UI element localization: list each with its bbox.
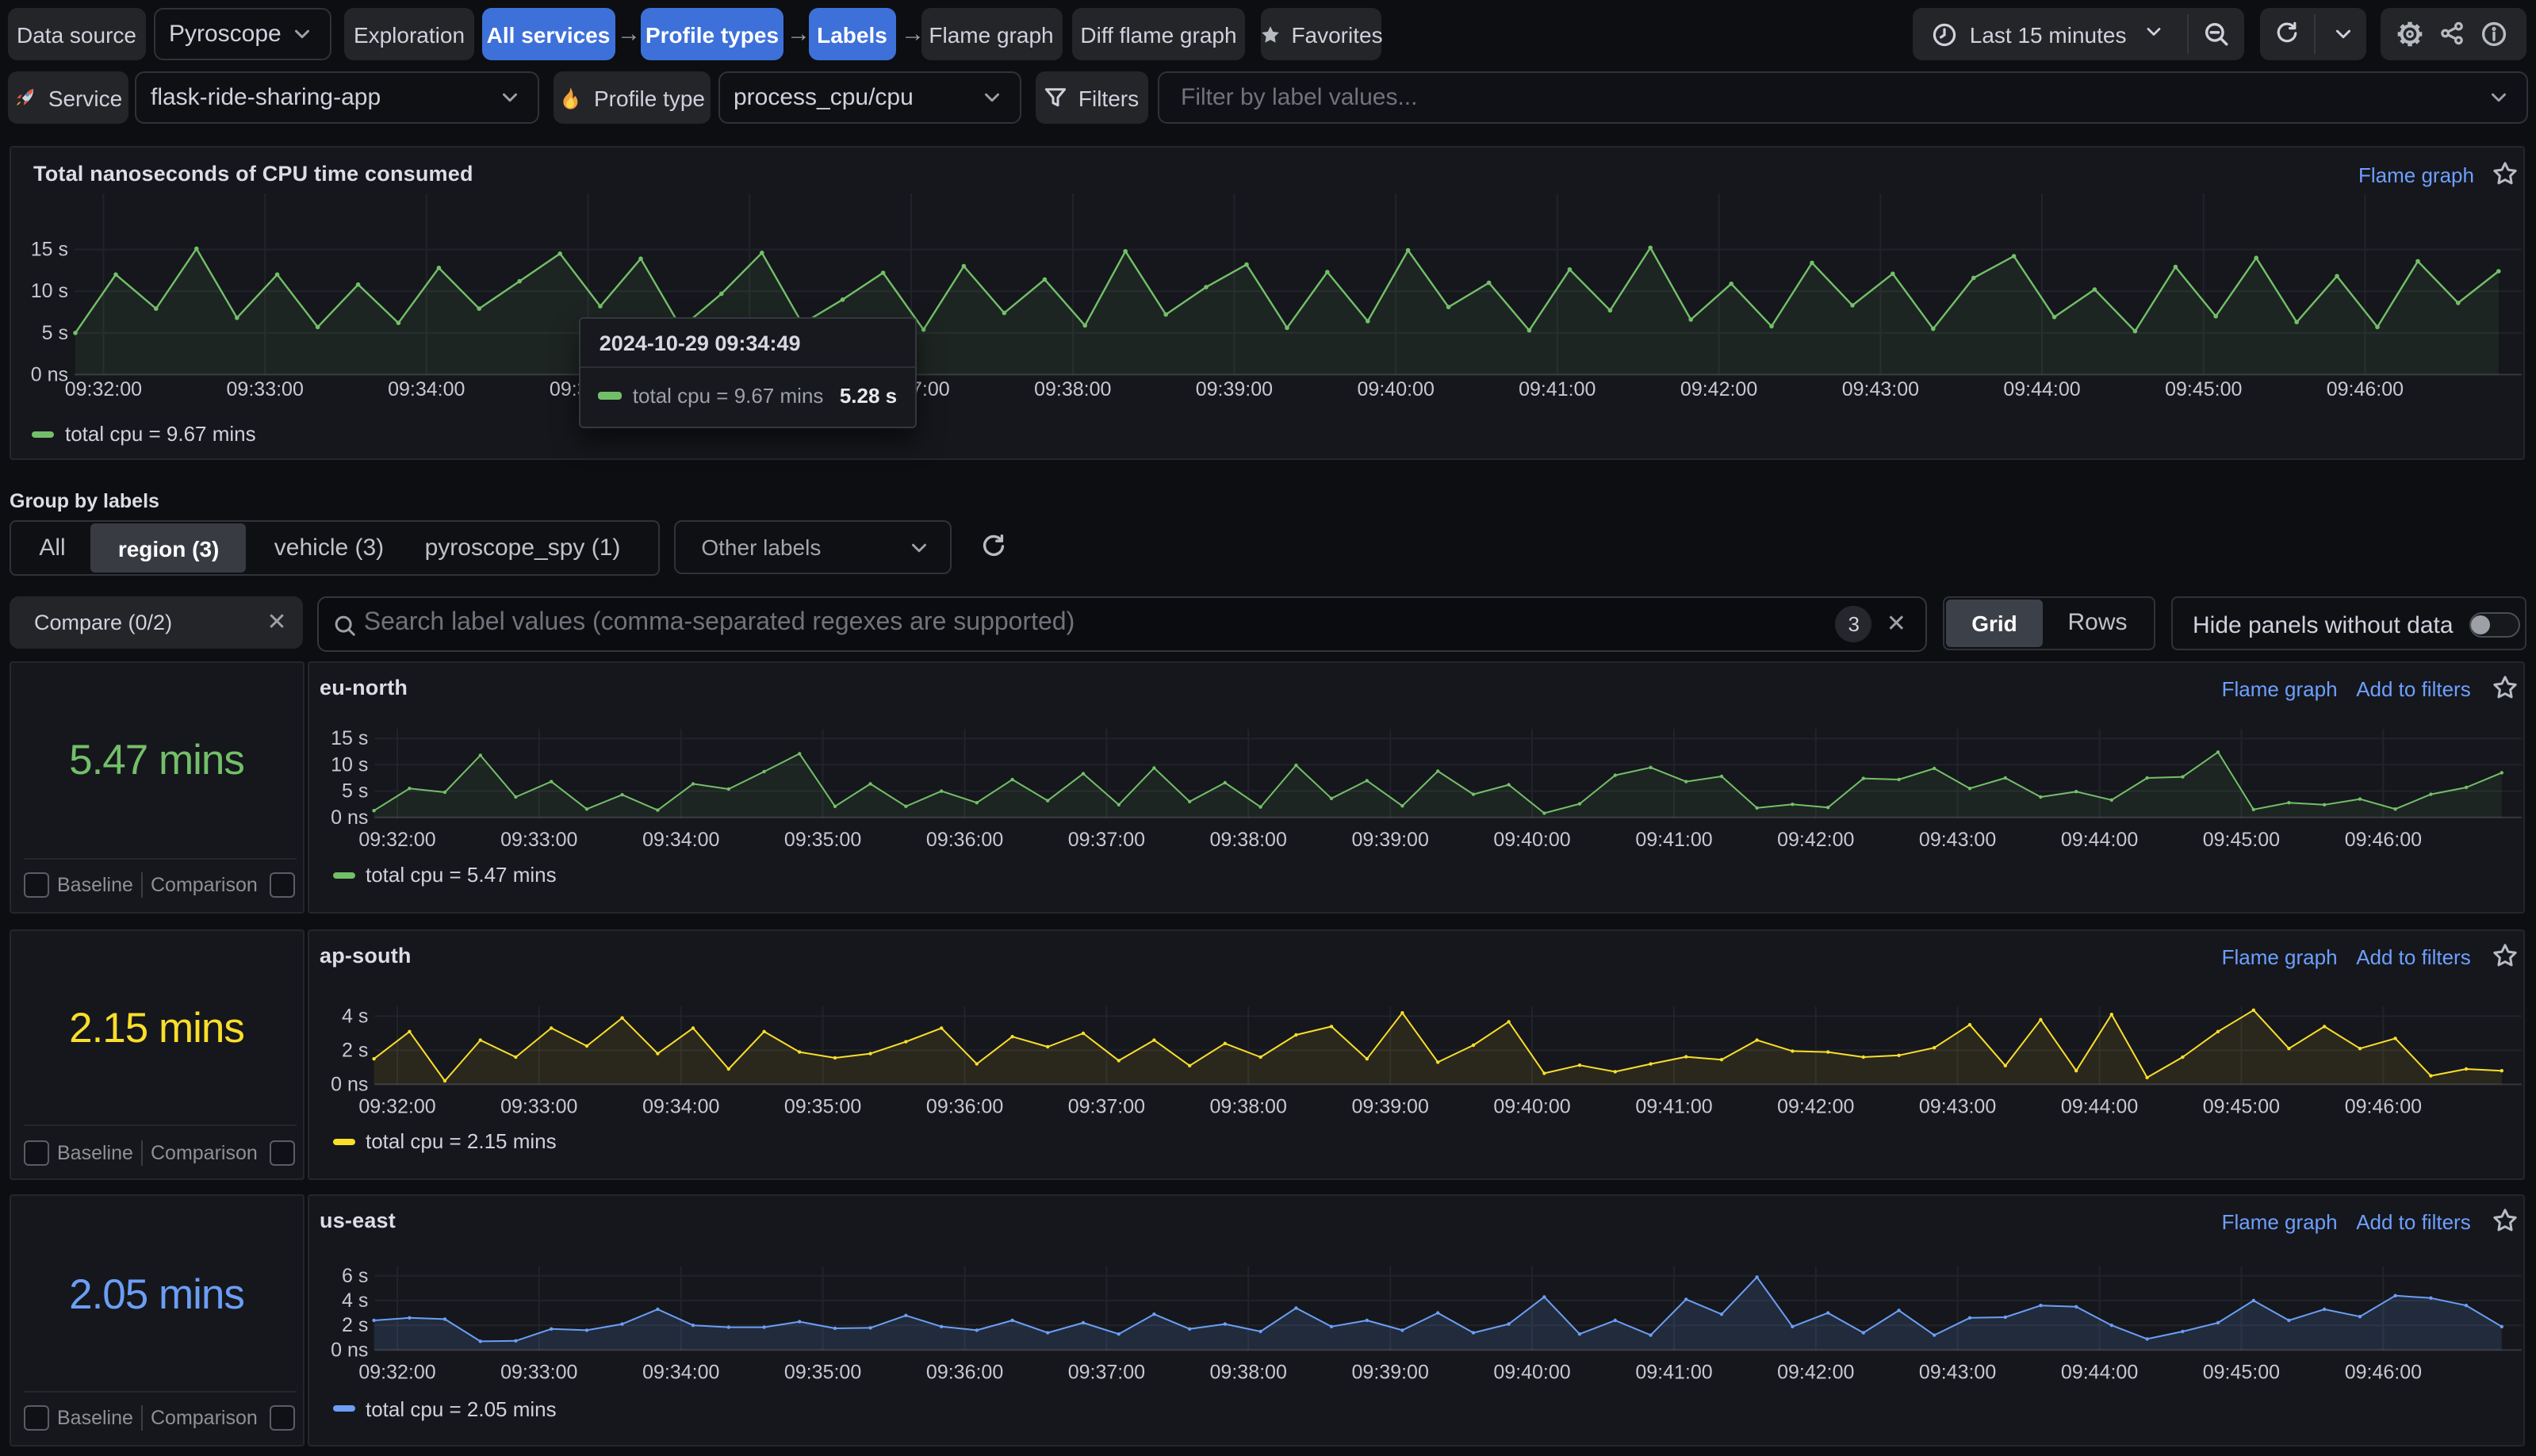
svg-text:09:32:00: 09:32:00 bbox=[358, 1362, 435, 1384]
svg-text:09:41:00: 09:41:00 bbox=[1634, 1362, 1711, 1384]
svg-text:09:38:00: 09:38:00 bbox=[1209, 829, 1286, 851]
svg-text:09:33:00: 09:33:00 bbox=[500, 1094, 577, 1117]
svg-text:09:34:00: 09:34:00 bbox=[642, 829, 718, 851]
svg-text:15 s: 15 s bbox=[330, 727, 367, 749]
svg-text:0 ns: 0 ns bbox=[330, 1339, 367, 1362]
svg-text:2 s: 2 s bbox=[341, 1038, 367, 1060]
svg-text:09:42:00: 09:42:00 bbox=[1776, 829, 1853, 851]
svg-text:09:44:00: 09:44:00 bbox=[2060, 829, 2137, 851]
svg-text:09:32:00: 09:32:00 bbox=[358, 829, 435, 851]
svg-text:09:36:00: 09:36:00 bbox=[925, 829, 1002, 851]
svg-text:09:32:00: 09:32:00 bbox=[65, 378, 142, 400]
svg-text:09:37:00: 09:37:00 bbox=[1067, 1362, 1144, 1384]
svg-text:0 ns: 0 ns bbox=[330, 1072, 367, 1094]
svg-text:09:40:00: 09:40:00 bbox=[1358, 378, 1435, 400]
svg-text:4 s: 4 s bbox=[341, 1290, 367, 1312]
svg-text:09:46:00: 09:46:00 bbox=[2344, 1362, 2421, 1384]
svg-text:09:40:00: 09:40:00 bbox=[1492, 1362, 1569, 1384]
svg-text:09:45:00: 09:45:00 bbox=[2165, 378, 2242, 400]
svg-text:09:37:00: 09:37:00 bbox=[1067, 829, 1144, 851]
svg-text:6 s: 6 s bbox=[341, 1266, 367, 1288]
svg-text:09:45:00: 09:45:00 bbox=[2202, 1362, 2279, 1384]
svg-text:09:39:00: 09:39:00 bbox=[1351, 1362, 1428, 1384]
svg-text:15 s: 15 s bbox=[31, 239, 68, 261]
svg-text:09:45:00: 09:45:00 bbox=[2202, 829, 2279, 851]
svg-text:09:33:00: 09:33:00 bbox=[500, 829, 577, 851]
svg-text:09:39:00: 09:39:00 bbox=[1351, 1094, 1428, 1117]
svg-text:10 s: 10 s bbox=[31, 280, 68, 302]
svg-text:09:38:00: 09:38:00 bbox=[1209, 1094, 1286, 1117]
svg-text:09:42:00: 09:42:00 bbox=[1776, 1362, 1853, 1384]
svg-text:0 ns: 0 ns bbox=[31, 363, 68, 385]
svg-text:09:40:00: 09:40:00 bbox=[1492, 1094, 1569, 1117]
svg-text:10 s: 10 s bbox=[330, 753, 367, 776]
svg-text:09:44:00: 09:44:00 bbox=[2003, 378, 2080, 400]
svg-text:09:43:00: 09:43:00 bbox=[1918, 1094, 1995, 1117]
svg-text:09:46:00: 09:46:00 bbox=[2327, 378, 2404, 400]
svg-text:09:41:00: 09:41:00 bbox=[1634, 1094, 1711, 1117]
svg-text:09:42:00: 09:42:00 bbox=[1680, 378, 1757, 400]
svg-text:09:34:00: 09:34:00 bbox=[642, 1094, 718, 1117]
svg-text:09:43:00: 09:43:00 bbox=[1918, 829, 1995, 851]
svg-text:2 s: 2 s bbox=[341, 1315, 367, 1337]
svg-text:09:39:00: 09:39:00 bbox=[1351, 829, 1428, 851]
svg-text:09:35:00: 09:35:00 bbox=[783, 829, 860, 851]
svg-text:09:32:00: 09:32:00 bbox=[358, 1094, 435, 1117]
svg-text:09:36:00: 09:36:00 bbox=[925, 1362, 1002, 1384]
svg-text:09:38:00: 09:38:00 bbox=[1034, 378, 1111, 400]
svg-text:09:43:00: 09:43:00 bbox=[1842, 378, 1919, 400]
svg-text:09:33:00: 09:33:00 bbox=[227, 378, 304, 400]
svg-text:09:36:00: 09:36:00 bbox=[925, 1094, 1002, 1117]
svg-text:09:40:00: 09:40:00 bbox=[1492, 829, 1569, 851]
svg-text:09:42:00: 09:42:00 bbox=[1776, 1094, 1853, 1117]
svg-text:09:34:00: 09:34:00 bbox=[388, 378, 465, 400]
svg-text:5 s: 5 s bbox=[42, 322, 68, 344]
svg-text:09:35:00: 09:35:00 bbox=[783, 1362, 860, 1384]
svg-text:09:41:00: 09:41:00 bbox=[1519, 378, 1596, 400]
svg-text:0 ns: 0 ns bbox=[330, 807, 367, 829]
svg-text:09:44:00: 09:44:00 bbox=[2060, 1362, 2137, 1384]
svg-text:09:46:00: 09:46:00 bbox=[2344, 829, 2421, 851]
svg-text:09:41:00: 09:41:00 bbox=[1634, 829, 1711, 851]
svg-text:09:46:00: 09:46:00 bbox=[2344, 1094, 2421, 1117]
svg-text:09:44:00: 09:44:00 bbox=[2060, 1094, 2137, 1117]
svg-text:4 s: 4 s bbox=[341, 1004, 367, 1026]
svg-text:09:38:00: 09:38:00 bbox=[1209, 1362, 1286, 1384]
svg-text:09:34:00: 09:34:00 bbox=[642, 1362, 718, 1384]
svg-text:09:39:00: 09:39:00 bbox=[1196, 378, 1273, 400]
svg-text:09:33:00: 09:33:00 bbox=[500, 1362, 577, 1384]
svg-text:09:37:00: 09:37:00 bbox=[1067, 1094, 1144, 1117]
svg-text:09:45:00: 09:45:00 bbox=[2202, 1094, 2279, 1117]
svg-text:09:35:00: 09:35:00 bbox=[783, 1094, 860, 1117]
svg-text:09:43:00: 09:43:00 bbox=[1918, 1362, 1995, 1384]
svg-text:5 s: 5 s bbox=[341, 780, 367, 803]
